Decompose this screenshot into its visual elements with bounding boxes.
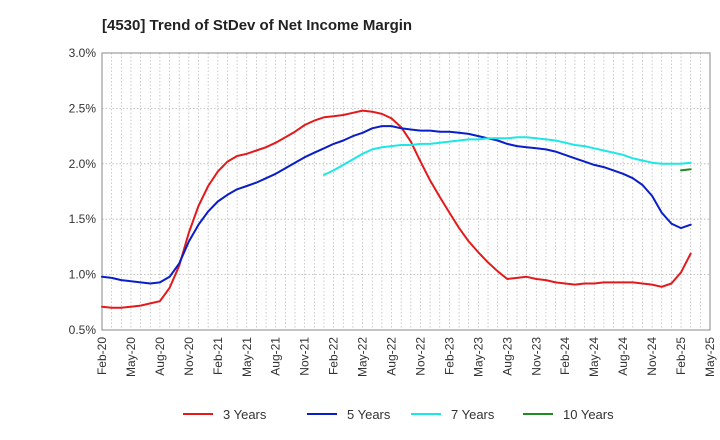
legend-label-7-years: 7 Years	[451, 407, 495, 422]
series-lines	[101, 109, 692, 309]
y-tick-label: 0.5%	[69, 323, 97, 337]
x-tick-label: Nov-21	[298, 337, 312, 376]
y-tick-label: 2.0%	[69, 157, 97, 171]
x-tick-label: Feb-25	[674, 337, 688, 375]
x-tick-label: May-22	[356, 337, 370, 377]
series-line-5-years	[101, 125, 692, 285]
x-tick-label: Aug-24	[616, 337, 630, 376]
legend-label-3-years: 3 Years	[223, 407, 267, 422]
x-tick-label: May-24	[587, 337, 601, 377]
x-tick-label: May-20	[124, 337, 138, 377]
y-tick-label: 2.5%	[69, 101, 97, 115]
x-tick-label: Nov-24	[645, 337, 659, 376]
x-tick-label: May-23	[471, 337, 485, 377]
x-tick-label: Aug-22	[385, 337, 399, 376]
y-tick-label: 1.0%	[69, 268, 97, 282]
series-line-10-years	[680, 168, 692, 172]
chart-title: [4530] Trend of StDev of Net Income Marg…	[102, 17, 412, 34]
series-line-3-years	[101, 109, 692, 309]
x-tick-label: Feb-24	[558, 337, 572, 375]
x-tick-label: Feb-20	[95, 337, 109, 375]
y-tick-label: 3.0%	[69, 46, 97, 60]
x-tick-label: Feb-21	[211, 337, 225, 375]
y-axis: 0.5% 1.0% 1.5% 2.0% 2.5% 3.0%	[69, 46, 97, 337]
x-tick-label: Nov-23	[529, 337, 543, 376]
legend: 3 Years 5 Years 7 Years 10 Years	[183, 407, 614, 422]
x-tick-label: Nov-22	[413, 337, 427, 376]
plot-area	[101, 52, 711, 331]
x-tick-label: Aug-23	[500, 337, 514, 376]
x-tick-label: May-25	[703, 337, 717, 377]
legend-label-5-years: 5 Years	[347, 407, 391, 422]
x-tick-label: Nov-20	[182, 337, 196, 376]
y-tick-label: 1.5%	[69, 212, 97, 226]
x-tick-label: Feb-22	[327, 337, 341, 375]
legend-label-10-years: 10 Years	[563, 407, 614, 422]
grid-lines	[102, 53, 710, 330]
x-tick-label: Feb-23	[442, 337, 456, 375]
x-tick-label: Aug-20	[153, 337, 167, 376]
x-tick-label: Aug-21	[269, 337, 283, 376]
x-tick-label: May-21	[240, 337, 254, 377]
x-axis: Feb-20 May-20 Aug-20 Nov-20 Feb-21 May-21 Aug-…	[95, 337, 717, 377]
series-line-7-years	[323, 136, 692, 176]
